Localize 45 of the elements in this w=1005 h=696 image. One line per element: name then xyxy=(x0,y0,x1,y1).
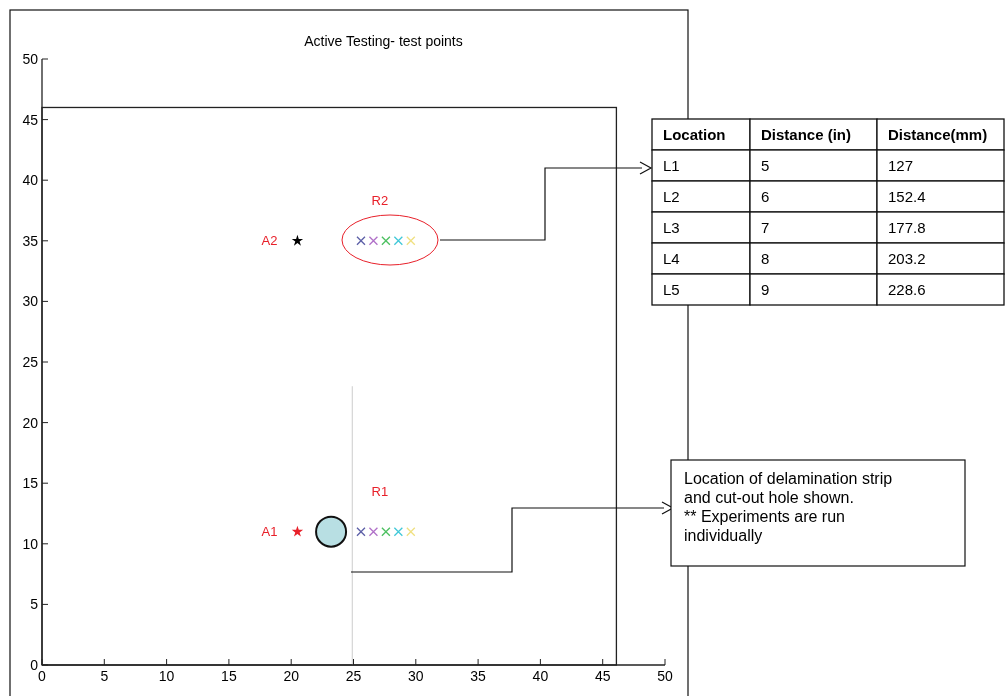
x-tick-label: 40 xyxy=(532,668,549,684)
text: 152.4 xyxy=(888,188,926,205)
series-label: A1 xyxy=(261,523,278,539)
chart-title: Active Testing- test points xyxy=(304,33,463,49)
text: 127 xyxy=(888,157,914,174)
annotation: R1 xyxy=(371,483,389,499)
y-tick-label: 25 xyxy=(22,354,39,370)
text: 6 xyxy=(761,188,770,205)
text: 7 xyxy=(761,219,770,236)
x-tick-label: 20 xyxy=(283,668,300,684)
y-tick-label: 40 xyxy=(22,172,39,189)
text: 8 xyxy=(761,250,770,267)
x-tick-label: 25 xyxy=(345,668,362,684)
x-tick-label: 10 xyxy=(158,668,175,684)
y-tick-label: 5 xyxy=(30,596,39,613)
text: Distance(mm) xyxy=(888,126,988,143)
annotation: L5 xyxy=(663,281,680,298)
annotation: L4 xyxy=(663,250,680,267)
series-label: A2 xyxy=(261,232,278,248)
annotation: Location xyxy=(663,126,726,143)
y-tick-label: 15 xyxy=(22,475,39,492)
annotation: L1 xyxy=(663,157,680,174)
x-tick-label: 30 xyxy=(408,668,424,684)
y-tick-label: 35 xyxy=(22,232,39,249)
y-tick-label: 50 xyxy=(22,51,39,67)
text: 203.2 xyxy=(888,250,926,267)
text: 5 xyxy=(761,157,770,174)
y-tick-label: 10 xyxy=(22,535,39,552)
text: 228.6 xyxy=(888,281,926,298)
x-tick-label: 5 xyxy=(100,668,109,684)
annotation: R2 xyxy=(371,192,389,208)
y-tick-label: 45 xyxy=(22,111,39,128)
x-tick-label: 50 xyxy=(657,668,673,684)
text: Distance (in) xyxy=(761,126,852,143)
x-tick-label: 15 xyxy=(221,668,237,684)
annotation: L3 xyxy=(663,219,680,236)
text: Location of delamination strip and cut-out hole shown. ** Experiments are run individually xyxy=(684,470,893,544)
y-tick-label: 30 xyxy=(22,293,39,310)
text: 9 xyxy=(761,281,770,298)
annotation: L2 xyxy=(663,188,680,205)
y-tick-label: 0 xyxy=(30,657,39,673)
text: 177.8 xyxy=(888,219,926,236)
x-tick-label: 35 xyxy=(470,668,487,684)
x-tick-label: 45 xyxy=(594,668,611,684)
y-tick-label: 20 xyxy=(22,414,39,431)
